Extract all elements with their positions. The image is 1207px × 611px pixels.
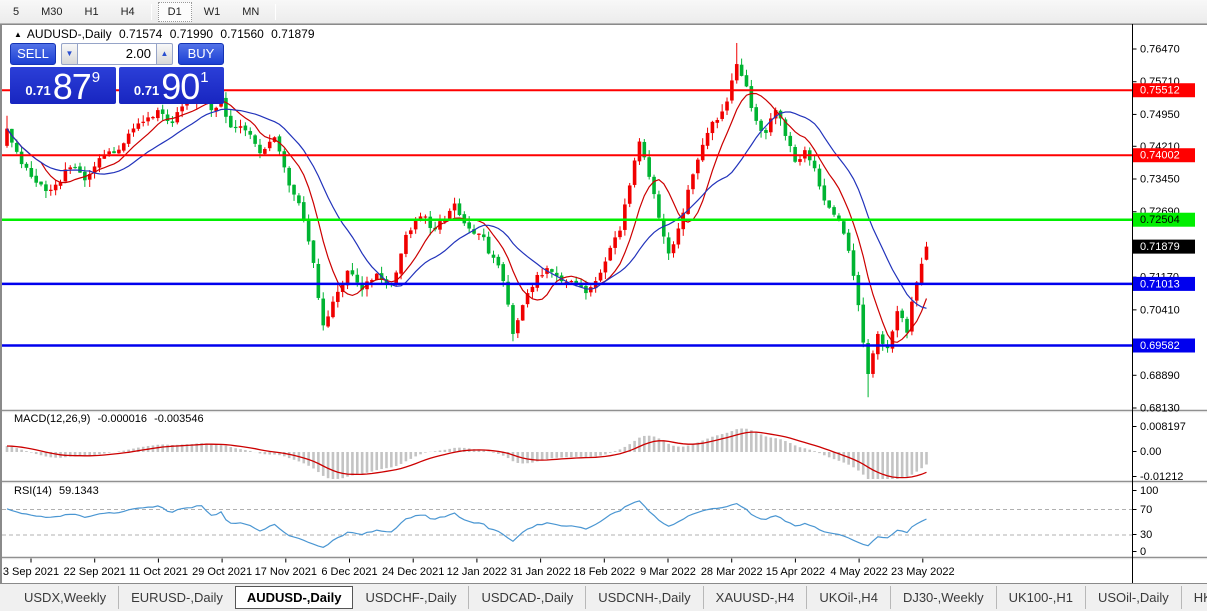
ohlc-open: 0.71574 (118, 27, 163, 41)
tab-dj30-weekly[interactable]: DJ30-,Weekly (889, 586, 996, 609)
macd-name: MACD(12,26,9) (14, 413, 91, 425)
volume-decrease-button[interactable]: ▼ (61, 43, 78, 65)
svg-text:0.008197: 0.008197 (1140, 421, 1186, 433)
buy-button[interactable]: BUY (178, 43, 224, 65)
svg-text:3 Sep 2021: 3 Sep 2021 (3, 566, 59, 578)
sell-price-panel[interactable]: 0.71 87 9 (10, 66, 116, 108)
svg-text:6 Dec 2021: 6 Dec 2021 (321, 566, 377, 578)
rsi-name: RSI(14) (14, 485, 52, 497)
timeframe-button-w1[interactable]: W1 (203, 5, 221, 18)
collapse-triangle-icon[interactable]: ▲ (14, 30, 22, 39)
timeframe-toolbar: 5 M30 H1 H4 D1 W1 MN (0, 0, 1207, 24)
svg-text:28 Mar 2022: 28 Mar 2022 (701, 566, 763, 578)
toolbar-separator (150, 3, 152, 20)
svg-text:0.73450: 0.73450 (1140, 173, 1180, 185)
svg-text:9 Mar 2022: 9 Mar 2022 (640, 566, 696, 578)
chart-window: 0.76470 0.75710 0.74950 0.74210 0.73450 0.726… (0, 24, 1207, 584)
svg-text:100: 100 (1140, 485, 1158, 497)
volume-input[interactable]: 2.00 (78, 43, 156, 65)
volume-increase-button[interactable]: ▲ (156, 43, 173, 65)
timeframe-button-m30[interactable]: M30 (41, 5, 63, 18)
svg-text:4 May 2022: 4 May 2022 (830, 566, 887, 578)
tab-usdcad-daily[interactable]: USDCAD-,Daily (468, 586, 585, 609)
ohlc-low: 0.71560 (220, 27, 264, 41)
svg-text:29 Oct 2021: 29 Oct 2021 (192, 566, 252, 578)
svg-text:70: 70 (1140, 504, 1152, 516)
svg-text:0.68130: 0.68130 (1140, 403, 1180, 415)
buy-price-panel[interactable]: 0.71 90 1 (118, 66, 224, 108)
svg-text:30: 30 (1140, 529, 1152, 541)
svg-text:17 Nov 2021: 17 Nov 2021 (255, 566, 317, 578)
buy-price-big-digits: 90 (161, 66, 200, 108)
sell-price-big-digits: 87 (52, 66, 92, 108)
svg-text:0.71013: 0.71013 (1140, 278, 1180, 290)
svg-text:15 Apr 2022: 15 Apr 2022 (766, 566, 825, 578)
svg-text:12 Jan 2022: 12 Jan 2022 (447, 566, 508, 578)
buy-price-prefix: 0.71 (133, 83, 160, 98)
tab-usdcnh-daily[interactable]: USDCNH-,Daily (585, 586, 702, 609)
tab-ukoil-h4[interactable]: UKOil-,H4 (806, 586, 890, 609)
macd-signal-value: -0.003546 (154, 413, 204, 425)
price-chart-canvas[interactable]: 0.764700.757100.749500.742100.734500.726… (2, 24, 1207, 584)
tab-hk50-h1[interactable]: HK50-,H1 (1180, 586, 1207, 609)
svg-text:24 Dec 2021: 24 Dec 2021 (382, 566, 444, 578)
tab-eurusd-daily[interactable]: EURUSD-,Daily (118, 586, 235, 609)
time-scale[interactable] (2, 558, 1132, 584)
svg-text:11 Oct 2021: 11 Oct 2021 (129, 566, 188, 578)
timeframe-button-mn[interactable]: MN (242, 5, 260, 18)
svg-text:0.72504: 0.72504 (1140, 214, 1180, 226)
buy-price-pipette: 1 (200, 69, 209, 86)
chart-title: ▲ AUDUSD-,Daily 0.71574 0.71990 0.71560 0… (14, 27, 319, 41)
tab-usdchf-daily[interactable]: USDCHF-,Daily (365, 590, 457, 605)
svg-text:0.76470: 0.76470 (1140, 44, 1180, 56)
sell-price-pipette: 9 (91, 69, 101, 86)
ohlc-close: 0.71879 (271, 27, 315, 41)
macd-value: -0.000016 (97, 413, 148, 425)
sell-button[interactable]: SELL (10, 43, 56, 65)
macd-indicator-label: MACD(12,26,9) -0.000016 -0.003546 (14, 413, 208, 425)
svg-text:0.69582: 0.69582 (1140, 340, 1180, 352)
price-scale[interactable] (1130, 24, 1207, 584)
svg-text:0.00: 0.00 (1140, 446, 1161, 458)
svg-text:-0.01212: -0.01212 (1140, 471, 1183, 483)
chart-symbol-label: AUDUSD-,Daily (26, 27, 112, 41)
svg-text:0: 0 (1140, 546, 1146, 558)
svg-text:23 May 2022: 23 May 2022 (891, 566, 955, 578)
svg-text:22 Sep 2021: 22 Sep 2021 (64, 566, 126, 578)
rsi-indicator-label: RSI(14) 59.1343 (14, 485, 103, 497)
one-click-trading-widget: SELL ▼ 2.00 ▲ BUY 0.71 87 9 0.71 90 1 (10, 43, 224, 108)
sell-price-prefix: 0.71 (25, 83, 51, 98)
tab-usoil-daily[interactable]: USOil-,Daily (1084, 586, 1181, 609)
svg-text:0.74950: 0.74950 (1140, 109, 1180, 121)
timeframe-button-m5[interactable]: 5 (13, 5, 20, 18)
symbol-tabs-bar: USDX,Weekly EURUSD-,Daily AUDUSD-,Daily … (0, 584, 1207, 611)
rsi-value: 59.1343 (58, 485, 99, 497)
svg-text:0.71879: 0.71879 (1140, 241, 1180, 253)
tab-usdx-weekly[interactable]: USDX,Weekly (24, 590, 107, 605)
ohlc-high: 0.71990 (169, 27, 214, 41)
svg-text:0.68890: 0.68890 (1140, 370, 1180, 382)
tab-uk100-h1[interactable]: UK100-,H1 (995, 586, 1085, 609)
svg-text:31 Jan 2022: 31 Jan 2022 (510, 566, 571, 578)
toolbar-separator (275, 3, 277, 20)
timeframe-button-d1[interactable]: D1 (157, 1, 192, 22)
svg-text:0.74002: 0.74002 (1140, 150, 1180, 162)
tab-xauusd-h4[interactable]: XAUUSD-,H4 (702, 586, 807, 609)
tab-audusd-daily[interactable]: AUDUSD-,Daily (234, 586, 354, 609)
svg-text:0.75512: 0.75512 (1140, 85, 1180, 97)
timeframe-button-h4[interactable]: H4 (120, 5, 135, 18)
svg-text:18 Feb 2022: 18 Feb 2022 (573, 566, 635, 578)
timeframe-button-h1[interactable]: H1 (84, 5, 99, 18)
svg-text:0.70410: 0.70410 (1140, 304, 1180, 316)
